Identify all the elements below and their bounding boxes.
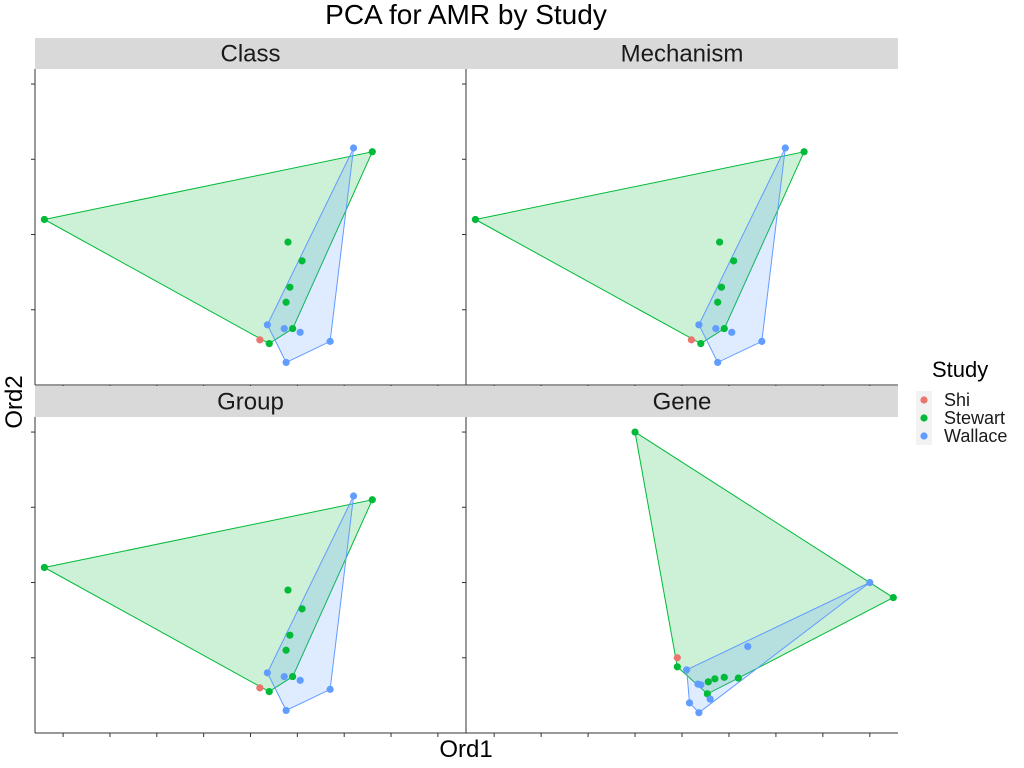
point-stewart: [471, 215, 479, 224]
point-stewart: [800, 148, 808, 156]
point-stewart: [40, 215, 48, 224]
point-wallace: [781, 144, 789, 152]
facet-gene: Gene: [462, 386, 898, 737]
point-stewart: [631, 428, 639, 436]
point-wallace: [695, 709, 703, 717]
point-wallace: [280, 672, 288, 681]
point-stewart: [720, 324, 728, 333]
point-stewart: [289, 324, 297, 333]
point-wallace: [296, 676, 304, 684]
point-stewart: [734, 674, 742, 682]
point-wallace: [728, 328, 736, 336]
hull-stewart: [634, 430, 895, 695]
facet-strip: [35, 386, 466, 417]
y-axis-title: Ord2: [1, 375, 28, 428]
point-wallace: [683, 666, 691, 674]
point-stewart: [368, 496, 376, 504]
facet-strip-label: Group: [217, 389, 284, 416]
chart-title: PCA for AMR by Study: [325, 0, 607, 30]
point-wallace: [712, 324, 720, 333]
point-stewart: [286, 283, 294, 291]
legend-key-shi: [920, 396, 928, 404]
point-stewart: [298, 257, 306, 265]
point-shi: [256, 336, 264, 344]
point-wallace: [706, 695, 714, 703]
legend-label-stewart: Stewart: [944, 408, 1005, 428]
point-wallace: [263, 669, 271, 677]
point-wallace: [282, 358, 290, 367]
point-wallace: [326, 337, 334, 345]
point-stewart: [286, 631, 294, 639]
point-stewart: [282, 298, 290, 306]
legend-title: Study: [932, 357, 988, 382]
point-stewart: [282, 646, 290, 654]
point-wallace: [296, 328, 304, 336]
point-stewart: [40, 563, 48, 572]
point-wallace: [263, 321, 271, 329]
point-wallace: [714, 358, 722, 367]
point-stewart: [711, 675, 719, 683]
point-wallace: [349, 144, 358, 152]
point-wallace: [326, 685, 334, 693]
point-stewart: [368, 148, 376, 156]
point-stewart: [889, 593, 897, 602]
x-axis-title: Ord1: [439, 736, 492, 763]
facet-panels: Class Mechanism Group Gene: [31, 38, 898, 737]
facet-strip: [466, 38, 898, 69]
point-shi: [687, 336, 695, 344]
facet-class: Class: [31, 38, 466, 389]
point-stewart: [284, 238, 292, 246]
point-stewart: [265, 340, 273, 348]
point-stewart: [298, 605, 306, 613]
point-stewart: [704, 678, 712, 686]
point-stewart: [714, 298, 722, 306]
point-wallace: [349, 492, 358, 500]
point-stewart: [717, 283, 726, 291]
point-wallace: [685, 699, 694, 707]
point-stewart: [289, 672, 297, 681]
point-wallace: [282, 706, 290, 715]
point-stewart: [730, 257, 738, 265]
facet-strip-label: Class: [220, 41, 280, 68]
facet-strip: [466, 386, 898, 417]
facet-group: Group: [31, 386, 466, 737]
point-wallace: [697, 681, 705, 689]
legend-label-shi: Shi: [944, 390, 970, 410]
point-stewart: [265, 688, 273, 696]
facet-strip-label: Gene: [653, 389, 712, 416]
legend-key-stewart: [920, 414, 928, 422]
point-stewart: [720, 673, 728, 681]
point-stewart: [673, 663, 681, 671]
facet-strip: [35, 38, 466, 69]
point-wallace: [758, 337, 766, 345]
point-stewart: [715, 238, 724, 246]
point-wallace: [695, 321, 703, 329]
facet-mechanism: Mechanism: [462, 38, 898, 389]
point-wallace: [280, 324, 288, 333]
point-shi: [256, 684, 264, 692]
point-wallace: [744, 642, 752, 651]
point-shi: [673, 654, 681, 662]
point-stewart: [703, 690, 711, 698]
point-stewart: [697, 340, 705, 348]
legend-label-wallace: Wallace: [944, 426, 1007, 446]
point-stewart: [284, 586, 292, 594]
point-wallace: [866, 578, 874, 587]
facet-strip-label: Mechanism: [621, 41, 744, 68]
legend-key-wallace: [920, 432, 928, 440]
